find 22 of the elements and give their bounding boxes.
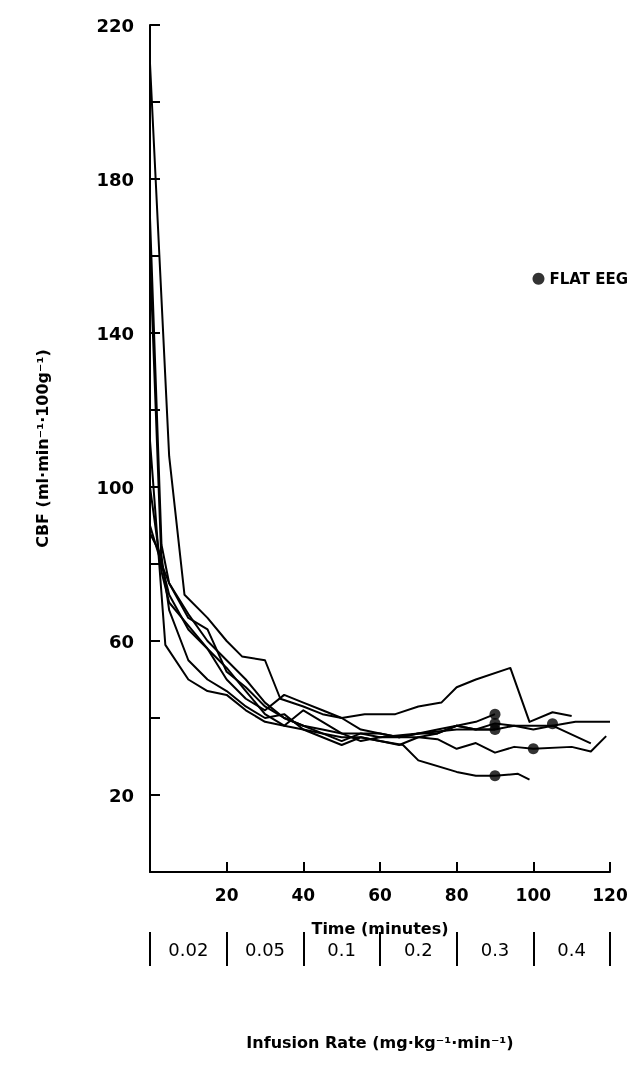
y-tick-label: 180 (96, 168, 134, 190)
y-tick-label: 20 (108, 784, 134, 806)
text: 0.02 (168, 938, 209, 960)
x-tick-label: 80 (444, 884, 469, 905)
legend-label: FLAT EEG (549, 269, 629, 288)
x2-axis-title: Infusion Rate (mg·kg⁻¹·min⁻¹) (246, 1032, 514, 1052)
x-axis-title: Time (minutes) (311, 918, 449, 938)
x-tick-label: 60 (368, 884, 392, 905)
y-tick-label: 140 (96, 322, 134, 344)
x-tick-label: 120 (592, 884, 628, 905)
y-tick-label: 60 (108, 630, 134, 652)
y-axis-title: CBF (ml·min⁻¹·100g⁻¹) (32, 349, 52, 548)
text: 0.1 (327, 938, 356, 960)
x-tick-label: 20 (214, 884, 239, 905)
x-tick-label: 40 (291, 884, 316, 905)
y-tick-label: 220 (96, 14, 134, 36)
y-tick-label: 100 (96, 476, 134, 498)
text: 0.2 (404, 938, 433, 960)
text: 0.05 (244, 938, 286, 960)
text: 0.4 (557, 938, 586, 960)
text: 0.3 (480, 938, 510, 960)
x-tick-label: 100 (515, 884, 552, 905)
